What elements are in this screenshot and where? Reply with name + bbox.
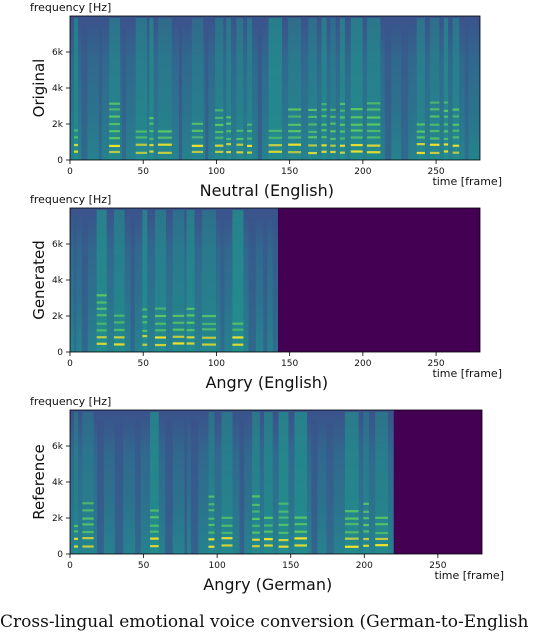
- y-tick-label: 0: [57, 156, 63, 166]
- y-tick-label: 0: [57, 348, 63, 358]
- x-tick-label: 200: [356, 561, 373, 571]
- x-tick-label: 100: [209, 561, 226, 571]
- x-tick-label: 200: [354, 359, 371, 369]
- spectrogram-panel-2: 0 50 100 150 200 250 0 2k 4k 6k frequency [Hz] time…: [30, 193, 502, 392]
- x-tick-label: 50: [137, 167, 149, 177]
- y-tick-label: 2k: [52, 312, 64, 322]
- y-tick-label: 2k: [52, 120, 64, 130]
- x-tick-label: 150: [281, 359, 298, 369]
- y-tick-label: 4k: [52, 276, 64, 286]
- x-tick-label: 200: [354, 167, 371, 177]
- x-tick-label: 0: [67, 359, 73, 369]
- x-tick-label: 0: [67, 167, 73, 177]
- panel-xlabel: Angry (English): [205, 373, 328, 392]
- spectral-texture: [74, 412, 389, 554]
- y-tick-label: 6k: [52, 240, 64, 250]
- y-tick-label: 4k: [52, 478, 64, 488]
- frequency-axis-label: frequency [Hz]: [30, 193, 111, 206]
- panel-ylabel: Original: [30, 59, 48, 118]
- x-tick-label: 100: [208, 359, 225, 369]
- x-tick-label: 0: [67, 561, 73, 571]
- panel-xlabel: Neutral (English): [200, 181, 334, 200]
- spectral-texture: [74, 210, 278, 352]
- y-tick-label: 2k: [52, 514, 64, 524]
- frequency-axis-label: frequency [Hz]: [30, 395, 111, 408]
- x-tick-label: 250: [429, 561, 446, 571]
- y-tick-label: 4k: [52, 84, 64, 94]
- x-tick-label: 150: [281, 167, 298, 177]
- panel-xlabel: Angry (German): [203, 575, 332, 594]
- figure-caption: Cross-lingual emotional voice conversion…: [0, 612, 529, 632]
- time-axis-label: time [frame]: [432, 175, 502, 188]
- x-tick-label: 150: [282, 561, 299, 571]
- x-tick-label: 50: [138, 561, 150, 571]
- frequency-axis-label: frequency [Hz]: [30, 1, 111, 14]
- y-tick-label: 0: [57, 550, 63, 560]
- x-tick-label: 100: [208, 167, 225, 177]
- panel-ylabel: Generated: [30, 240, 48, 320]
- y-tick-label: 6k: [52, 442, 64, 452]
- spectrogram-panel-1: 0 50 100 150 200 250 0 2k 4k 6k frequency [Hz] time…: [30, 1, 502, 200]
- x-tick-label: 250: [427, 359, 444, 369]
- panel-ylabel: Reference: [30, 444, 48, 520]
- x-tick-label: 50: [137, 359, 149, 369]
- time-axis-label: time [frame]: [434, 569, 504, 582]
- spectrogram-panel-3: 0 50 100 150 200 250 0 2k 4k 6k frequency [Hz] time…: [30, 395, 504, 594]
- y-tick-label: 6k: [52, 48, 64, 58]
- time-axis-label: time [frame]: [432, 367, 502, 380]
- spectral-texture: [74, 18, 469, 160]
- x-tick-label: 250: [427, 167, 444, 177]
